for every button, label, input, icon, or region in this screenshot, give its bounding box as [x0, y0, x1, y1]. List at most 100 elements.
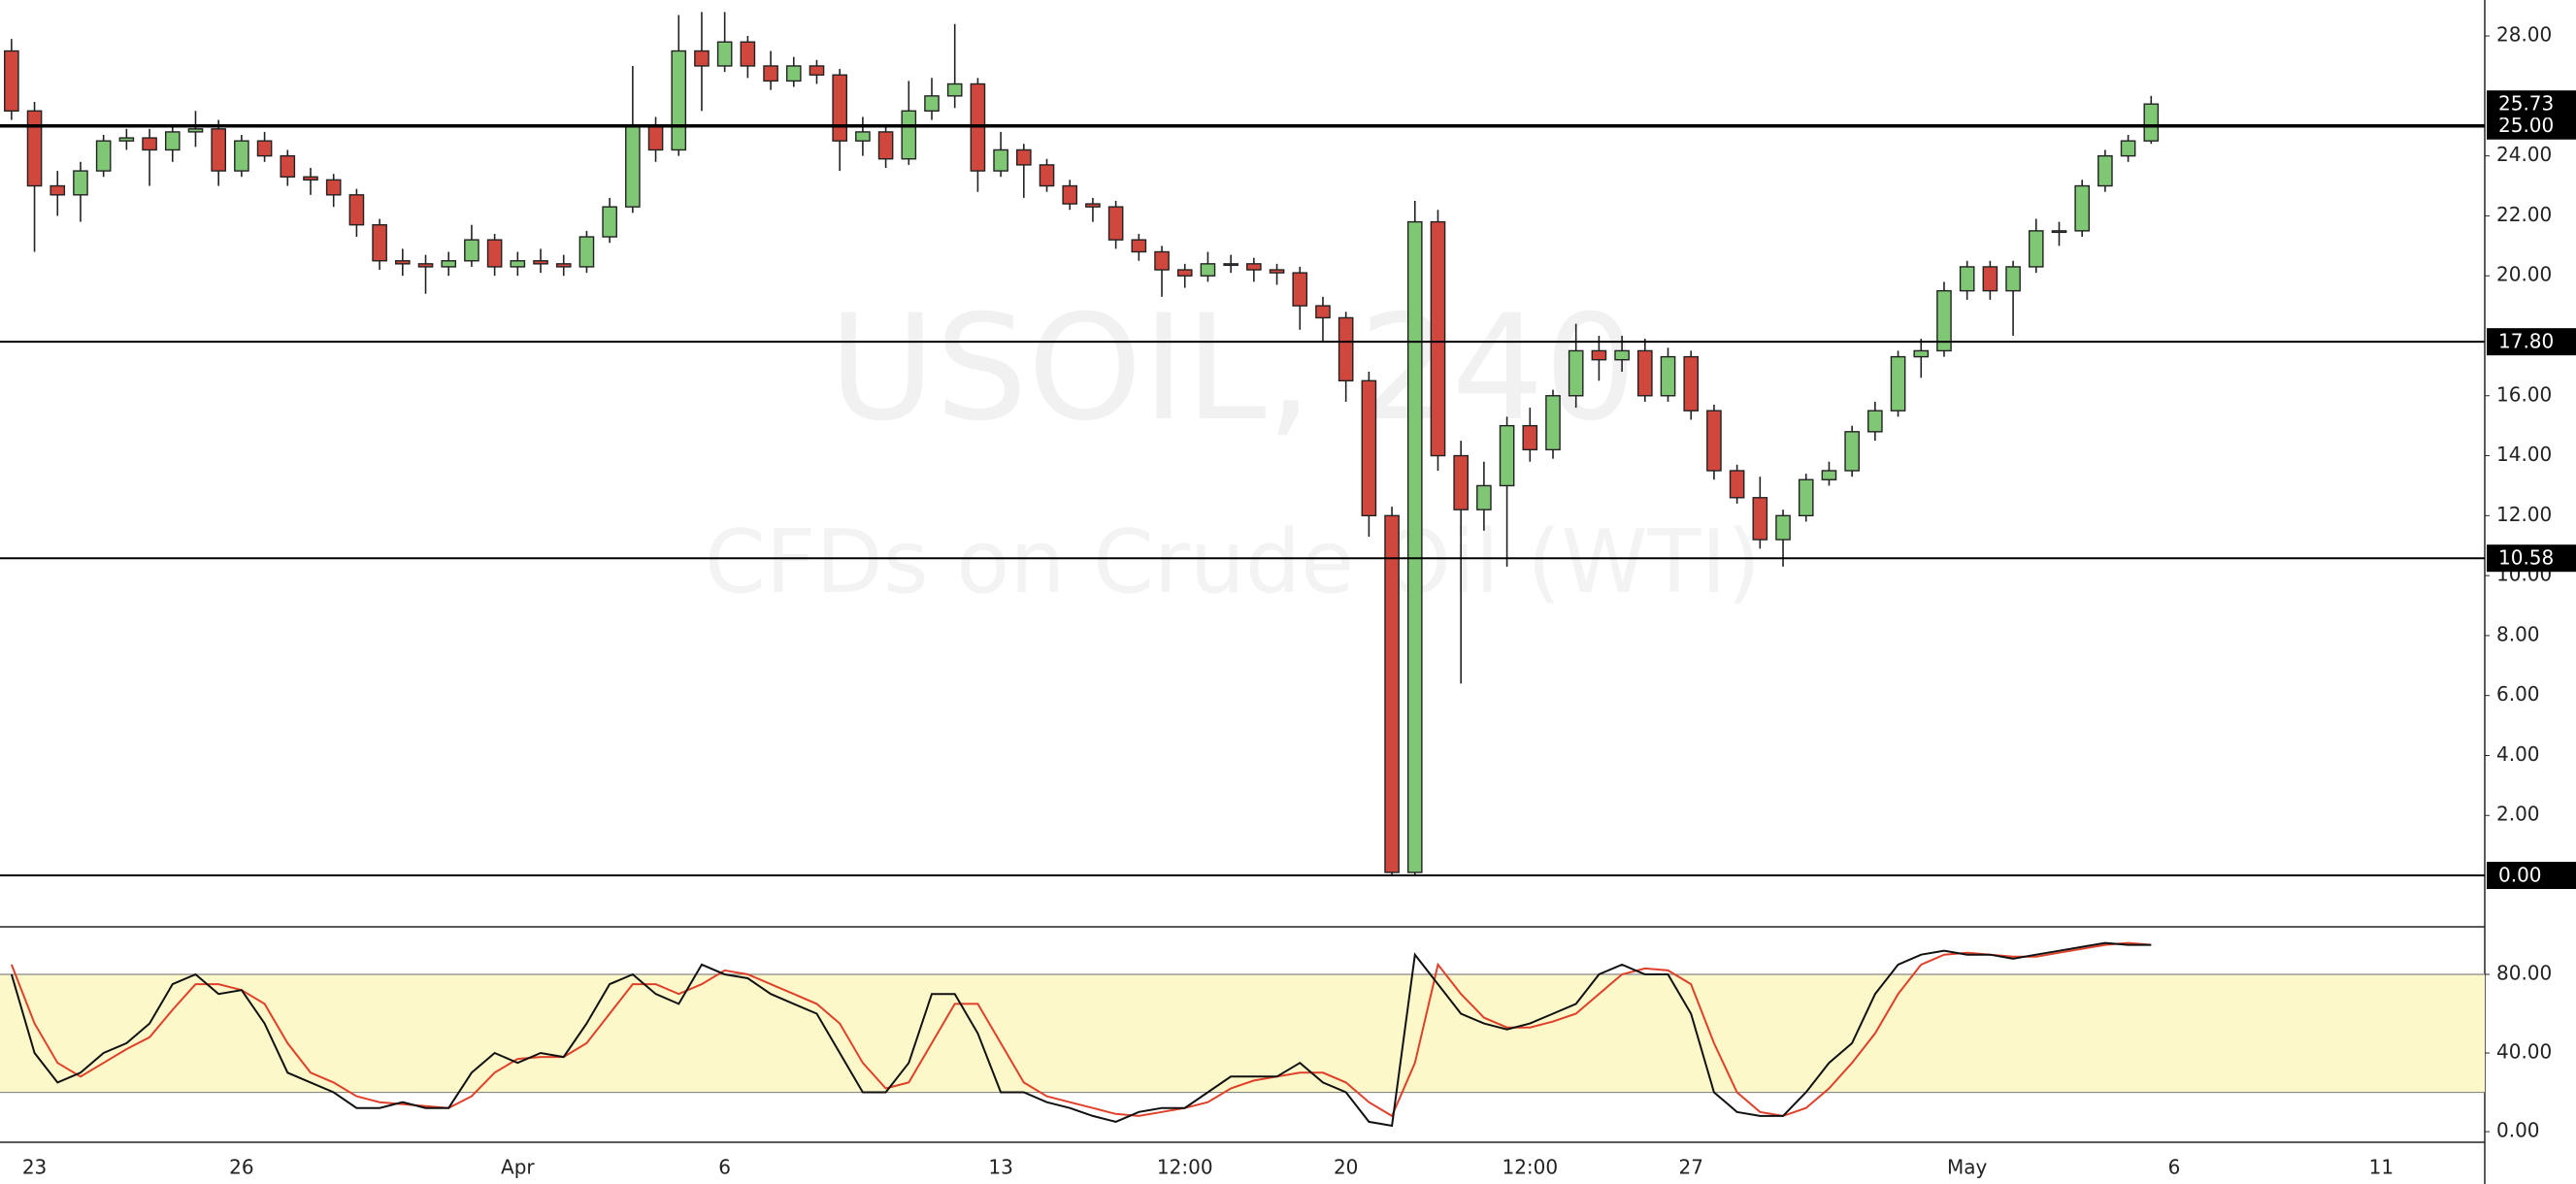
level-label-box — [2487, 544, 2576, 573]
candle-body — [73, 170, 88, 196]
watermark-subtitle: CFDs on Crude Oil (WTI) — [705, 511, 1761, 613]
candle-body — [1131, 239, 1147, 253]
candle-body — [1246, 263, 1262, 271]
candle-body — [993, 148, 1008, 172]
candle-body — [187, 128, 204, 133]
candle-body — [1453, 454, 1469, 510]
candle-body — [1614, 349, 1630, 361]
candle-body — [533, 260, 548, 265]
candle-body — [1775, 514, 1791, 541]
candle-body — [1361, 379, 1377, 517]
level-label: 10.58 — [2498, 546, 2554, 570]
candle-body — [832, 74, 847, 142]
candle-body — [1821, 470, 1837, 480]
candle-body — [1499, 424, 1515, 487]
candle-body — [2074, 184, 2090, 232]
candle-body — [2143, 103, 2160, 142]
x-tick-label: May — [1947, 1156, 1988, 1179]
price-pane — [0, 12, 2485, 877]
y-tick-label: 8.00 — [2496, 622, 2540, 645]
y-tick-label: 6.00 — [2496, 682, 2540, 706]
candle-body — [1867, 410, 1883, 433]
candle-body — [1269, 269, 1285, 274]
candle-body — [1890, 355, 1906, 411]
x-tick-label: 20 — [1334, 1156, 1358, 1179]
candle-body — [118, 137, 135, 142]
x-tick-label: 11 — [2369, 1156, 2394, 1179]
x-tick-label: 6 — [2168, 1156, 2181, 1179]
axes: 23 26 Apr 6 13 12:00 20 12:00 27 May 6 11 2.00 4.00 6.… — [22, 23, 2576, 1179]
candle-body — [1959, 266, 1975, 292]
candle-body — [877, 131, 894, 160]
x-tick-label: 12:00 — [1157, 1156, 1213, 1179]
x-tick-label: Apr — [501, 1156, 535, 1179]
x-tick-label: 27 — [1678, 1156, 1702, 1179]
candle-body — [50, 184, 66, 196]
last-price-box — [2487, 90, 2576, 118]
candle-body — [142, 137, 157, 151]
candle-body — [303, 176, 318, 181]
stoch-line — [10, 941, 2152, 1118]
candle-body — [1706, 410, 1722, 472]
candle-body — [2120, 140, 2136, 157]
candle-body — [280, 154, 296, 178]
candle-body — [1315, 305, 1331, 319]
candle-body — [2028, 230, 2044, 268]
candle-body — [2005, 266, 2021, 292]
y-tick-label: 24.00 — [2496, 143, 2552, 166]
x-tick-label: 6 — [718, 1156, 731, 1179]
candle-body — [1568, 349, 1584, 397]
x-tick-label: 13 — [988, 1156, 1012, 1179]
stoch-band — [0, 973, 2485, 1093]
candle-body — [1107, 206, 1124, 241]
candle-body — [417, 263, 434, 268]
candle-body — [510, 260, 526, 268]
level-label-box — [2487, 862, 2576, 890]
candle-body — [1798, 478, 1814, 517]
stochastic-pane — [0, 941, 2485, 1128]
y-tick-label: 12.00 — [2496, 503, 2552, 526]
candle-body — [348, 194, 365, 226]
candle-body — [578, 236, 595, 268]
x-tick-label: 23 — [22, 1156, 47, 1179]
candle-body — [1062, 184, 1078, 205]
y-tick-label: 4.00 — [2496, 742, 2540, 766]
y-tick-label: 80.00 — [2496, 961, 2552, 984]
candle-body — [1154, 250, 1170, 271]
candle-body — [2097, 154, 2113, 187]
candle-body — [1522, 424, 1538, 451]
candle-body — [901, 110, 917, 160]
candle-body — [1982, 266, 1998, 292]
candle-body — [1176, 269, 1193, 277]
candle-body — [1085, 203, 1101, 208]
candle-body — [1936, 289, 1952, 352]
candle-body — [1844, 431, 1860, 472]
candle-body — [1406, 220, 1423, 873]
candle-body — [785, 65, 802, 82]
candle-body — [464, 239, 479, 262]
candle-body — [486, 239, 503, 268]
candle-body — [1591, 349, 1607, 361]
last-price-label: 25.73 — [2498, 92, 2554, 115]
y-tick-label: 0.00 — [2496, 1119, 2540, 1142]
candle-body — [555, 263, 572, 268]
candle-body — [1384, 514, 1400, 873]
candle-body — [1476, 484, 1492, 510]
y-tick-label: 2.00 — [2496, 803, 2540, 826]
candle-body — [372, 223, 387, 262]
y-tick-label: 28.00 — [2496, 23, 2552, 47]
candle-body — [1683, 355, 1700, 411]
candle-body — [716, 41, 733, 67]
candle-body — [1016, 148, 1032, 166]
candle-body — [211, 128, 226, 172]
candle-body — [1039, 164, 1055, 187]
candle-body — [1913, 349, 1930, 358]
candle-body — [256, 140, 273, 157]
candle-body — [1223, 263, 1238, 267]
x-tick-label: 26 — [229, 1156, 253, 1179]
level-label: 17.80 — [2498, 330, 2554, 353]
candle-body — [625, 125, 641, 208]
candle-body — [164, 131, 181, 151]
candle-body — [4, 49, 19, 112]
